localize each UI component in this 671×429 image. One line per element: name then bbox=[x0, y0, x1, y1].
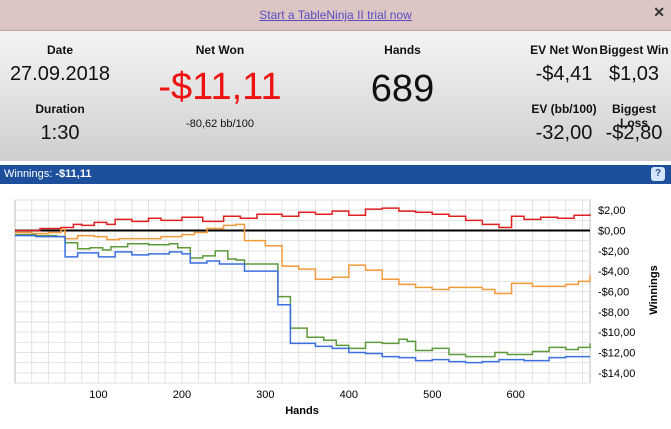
close-icon[interactable]: ✕ bbox=[653, 4, 665, 20]
winnings-label: Winnings: bbox=[4, 168, 53, 180]
winnings-value: -$11,11 bbox=[55, 168, 92, 180]
hands-value: 689 bbox=[370, 68, 435, 110]
winnings-chart: 100 200 300 400 500 600 $2,00 $0,00 -$2,00 -$4,0… bbox=[14, 199, 660, 417]
x-tick-label: 500 bbox=[423, 389, 441, 401]
net-won-label: Net Won bbox=[195, 43, 245, 57]
duration-label: Duration bbox=[35, 102, 85, 116]
date-label: Date bbox=[46, 43, 73, 57]
y-tick-label: -$14,00 bbox=[598, 368, 635, 380]
series-line-1 bbox=[15, 207, 591, 232]
y-tick-label: -$2,00 bbox=[598, 246, 629, 258]
y-tick-label: -$8,00 bbox=[598, 307, 629, 319]
series-line-2 bbox=[15, 223, 591, 295]
hands-label: Hands bbox=[384, 43, 421, 57]
duration-value: 1:30 bbox=[40, 122, 80, 144]
x-tick-label: 200 bbox=[173, 389, 191, 401]
ev-net-won-value: -$4,41 bbox=[535, 63, 593, 85]
x-tick-label: 300 bbox=[256, 389, 274, 401]
help-icon[interactable]: ? bbox=[651, 167, 665, 181]
x-tick-label: 400 bbox=[340, 389, 358, 401]
y-tick-label: -$12,00 bbox=[598, 348, 635, 360]
y-tick-label: -$4,00 bbox=[598, 266, 629, 278]
net-won-bb100: -80,62 bb/100 bbox=[186, 118, 254, 130]
ev-bb100-value: -32,00 bbox=[535, 122, 593, 144]
y-tick-label: -$6,00 bbox=[598, 287, 629, 299]
ev-net-won-label: EV Net Won bbox=[530, 43, 598, 57]
biggest-win-value: $1,03 bbox=[608, 63, 660, 85]
y-tick-label: -$10,00 bbox=[598, 327, 635, 339]
trial-banner: Start a TableNinja II trial now ✕ bbox=[0, 0, 671, 31]
y-tick-label: $2,00 bbox=[598, 205, 626, 217]
biggest-loss-value: -$2,80 bbox=[605, 122, 663, 144]
x-tick-label: 100 bbox=[89, 389, 107, 401]
session-stats-panel: Date 27.09.2018 Duration 1:30 Net Won -$… bbox=[0, 31, 671, 161]
x-tick-label: 600 bbox=[507, 389, 525, 401]
net-won-value: -$11,11 bbox=[158, 66, 282, 108]
winnings-header-bar: Winnings: -$11,11 ? bbox=[0, 165, 671, 184]
x-axis-label: Hands bbox=[285, 405, 319, 417]
series-line-4 bbox=[15, 234, 590, 364]
series-line-3 bbox=[15, 233, 591, 358]
ev-bb100-label: EV (bb/100) bbox=[531, 102, 597, 116]
trial-link[interactable]: Start a TableNinja II trial now bbox=[259, 8, 412, 22]
date-value: 27.09.2018 bbox=[9, 63, 111, 85]
y-axis-label: Winnings bbox=[648, 265, 660, 314]
biggest-win-label: Biggest Win bbox=[599, 43, 669, 57]
biggest-loss-label: Biggest Loss bbox=[611, 102, 656, 130]
y-tick-label: $0,00 bbox=[598, 226, 626, 238]
